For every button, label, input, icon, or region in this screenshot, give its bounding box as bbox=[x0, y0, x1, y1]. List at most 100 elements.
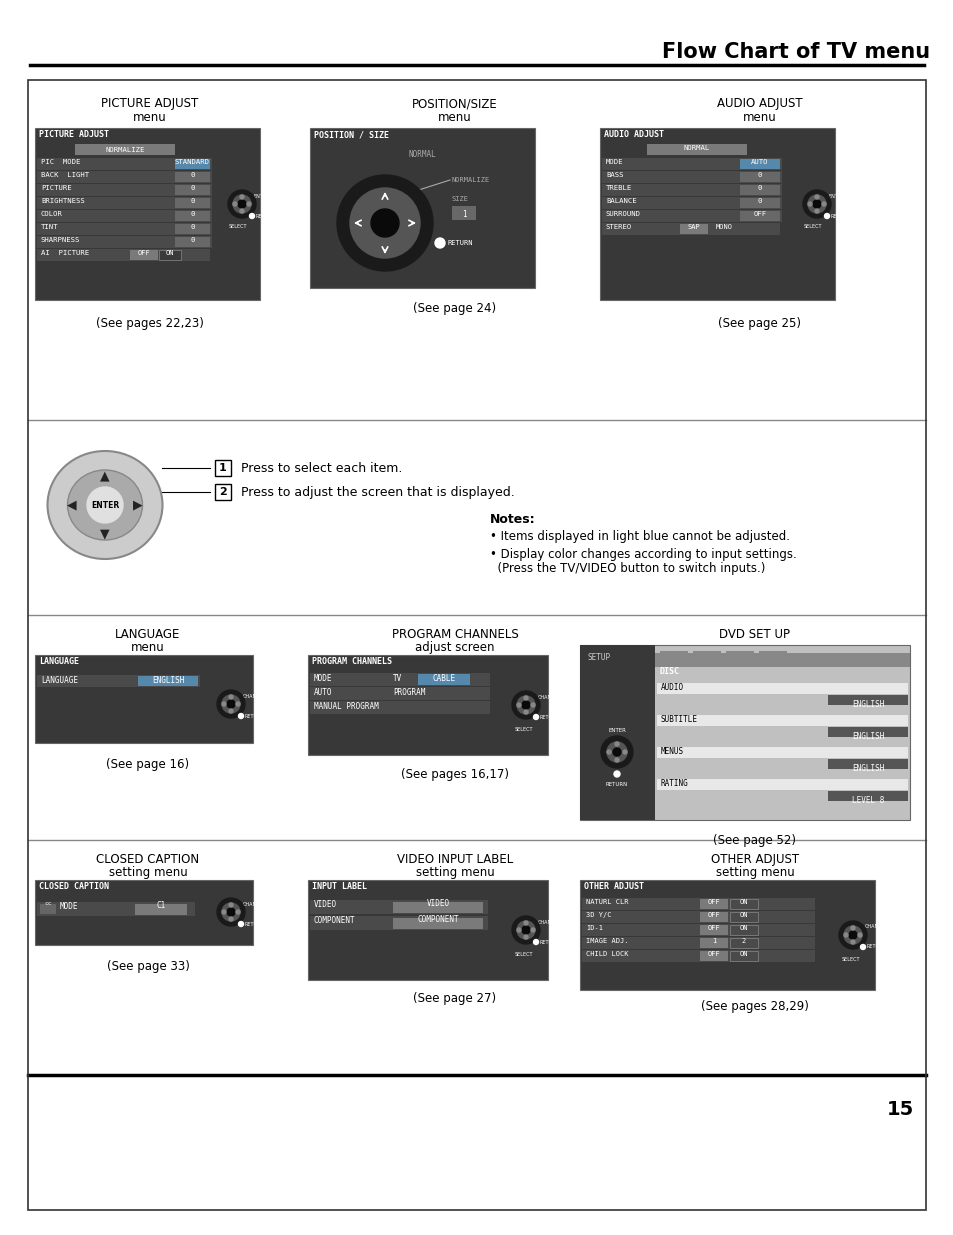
FancyBboxPatch shape bbox=[214, 484, 231, 500]
Text: OFF: OFF bbox=[707, 911, 720, 918]
Text: AI  PICTURE: AI PICTURE bbox=[41, 249, 89, 256]
FancyBboxPatch shape bbox=[581, 937, 814, 948]
Text: (See page 27): (See page 27) bbox=[413, 992, 497, 1005]
Circle shape bbox=[523, 697, 527, 700]
FancyBboxPatch shape bbox=[130, 249, 158, 261]
FancyBboxPatch shape bbox=[308, 881, 547, 981]
FancyBboxPatch shape bbox=[709, 224, 738, 233]
Text: MODE: MODE bbox=[605, 159, 623, 165]
Text: VIDEO INPUT LABEL: VIDEO INPUT LABEL bbox=[396, 853, 513, 866]
Circle shape bbox=[531, 703, 535, 706]
Circle shape bbox=[222, 910, 226, 914]
Circle shape bbox=[802, 190, 830, 219]
FancyBboxPatch shape bbox=[601, 184, 781, 196]
Text: VIDEO: VIDEO bbox=[314, 900, 336, 909]
FancyBboxPatch shape bbox=[740, 159, 780, 169]
FancyBboxPatch shape bbox=[729, 911, 758, 923]
Text: ON: ON bbox=[739, 925, 747, 931]
Text: NORMAL: NORMAL bbox=[683, 144, 709, 151]
Text: PICTURE: PICTURE bbox=[41, 185, 71, 191]
Circle shape bbox=[857, 932, 862, 937]
Text: LEVEL 8: LEVEL 8 bbox=[851, 797, 883, 805]
FancyBboxPatch shape bbox=[37, 249, 210, 261]
Text: (See pages 16,17): (See pages 16,17) bbox=[400, 768, 509, 781]
Text: CABLE: CABLE bbox=[432, 674, 456, 683]
Text: NORMALIZE: NORMALIZE bbox=[452, 177, 490, 183]
Text: LANGUAGE: LANGUAGE bbox=[115, 629, 180, 641]
Text: PROGRAM CHANNELS: PROGRAM CHANNELS bbox=[312, 657, 392, 666]
FancyBboxPatch shape bbox=[692, 651, 720, 664]
FancyBboxPatch shape bbox=[601, 210, 781, 222]
Text: COMPONENT: COMPONENT bbox=[314, 916, 355, 925]
Circle shape bbox=[512, 916, 539, 944]
FancyBboxPatch shape bbox=[135, 904, 187, 915]
Circle shape bbox=[517, 921, 535, 939]
Circle shape bbox=[850, 940, 854, 944]
FancyBboxPatch shape bbox=[37, 170, 212, 183]
Text: NORMALIZE: NORMALIZE bbox=[105, 147, 145, 152]
FancyBboxPatch shape bbox=[657, 747, 907, 758]
FancyBboxPatch shape bbox=[174, 224, 210, 233]
Circle shape bbox=[821, 203, 825, 206]
FancyBboxPatch shape bbox=[655, 653, 909, 667]
FancyBboxPatch shape bbox=[174, 237, 210, 247]
Circle shape bbox=[240, 209, 244, 212]
Circle shape bbox=[229, 709, 233, 713]
Text: SELECT: SELECT bbox=[841, 957, 860, 962]
Text: ENGLISH: ENGLISH bbox=[851, 764, 883, 773]
Text: CHANGE: CHANGE bbox=[537, 920, 558, 925]
Text: ENTER: ENTER bbox=[91, 500, 119, 510]
Circle shape bbox=[227, 700, 234, 708]
Text: CLOSED CAPTION: CLOSED CAPTION bbox=[96, 853, 199, 866]
Text: 15: 15 bbox=[885, 1100, 913, 1119]
Text: SELECT: SELECT bbox=[803, 224, 821, 228]
Text: RETURN: RETURN bbox=[830, 214, 850, 219]
Text: ENGLISH: ENGLISH bbox=[851, 732, 883, 741]
FancyBboxPatch shape bbox=[310, 900, 488, 914]
FancyBboxPatch shape bbox=[700, 925, 727, 935]
Text: 1: 1 bbox=[219, 463, 227, 473]
FancyBboxPatch shape bbox=[35, 655, 253, 743]
Text: POSITION / SIZE: POSITION / SIZE bbox=[314, 130, 389, 140]
Text: AUDIO: AUDIO bbox=[660, 683, 683, 692]
FancyBboxPatch shape bbox=[657, 779, 907, 790]
Text: OFF: OFF bbox=[137, 249, 151, 256]
Text: Press to select each item.: Press to select each item. bbox=[236, 462, 402, 474]
FancyBboxPatch shape bbox=[581, 898, 814, 910]
Circle shape bbox=[523, 935, 527, 939]
Text: RETURN: RETURN bbox=[245, 714, 265, 719]
Text: (See page 25): (See page 25) bbox=[718, 317, 801, 330]
FancyBboxPatch shape bbox=[657, 715, 907, 726]
Circle shape bbox=[521, 926, 530, 934]
Circle shape bbox=[216, 690, 245, 718]
Text: PICTURE ADJUST: PICTURE ADJUST bbox=[101, 98, 198, 110]
Text: SELECT: SELECT bbox=[229, 224, 247, 228]
Text: 0: 0 bbox=[190, 172, 194, 178]
Circle shape bbox=[860, 945, 864, 950]
Text: C1: C1 bbox=[156, 902, 166, 910]
Circle shape bbox=[521, 701, 530, 709]
Text: NATURL CLR: NATURL CLR bbox=[585, 899, 628, 905]
Circle shape bbox=[843, 926, 862, 944]
FancyBboxPatch shape bbox=[37, 198, 212, 209]
Text: 2: 2 bbox=[219, 487, 227, 496]
FancyBboxPatch shape bbox=[417, 674, 470, 685]
Text: RETURN: RETURN bbox=[539, 940, 559, 945]
Text: setting menu: setting menu bbox=[715, 866, 794, 879]
Circle shape bbox=[850, 926, 854, 930]
Text: LANGUAGE: LANGUAGE bbox=[39, 657, 79, 666]
Circle shape bbox=[371, 209, 398, 237]
Text: ▲: ▲ bbox=[100, 469, 110, 483]
Text: ◀: ◀ bbox=[67, 499, 77, 511]
Circle shape bbox=[238, 714, 243, 719]
Text: 0: 0 bbox=[190, 198, 194, 204]
FancyBboxPatch shape bbox=[310, 673, 490, 685]
FancyBboxPatch shape bbox=[729, 899, 758, 909]
Circle shape bbox=[523, 710, 527, 714]
Text: BACK  LIGHT: BACK LIGHT bbox=[41, 172, 89, 178]
Text: (See pages 28,29): (See pages 28,29) bbox=[700, 1000, 808, 1013]
Text: • Items displayed in light blue cannot be adjusted.: • Items displayed in light blue cannot b… bbox=[490, 530, 789, 543]
Text: menu: menu bbox=[133, 111, 167, 124]
Text: 1: 1 bbox=[461, 210, 466, 219]
Text: STANDARD: STANDARD bbox=[174, 159, 210, 165]
